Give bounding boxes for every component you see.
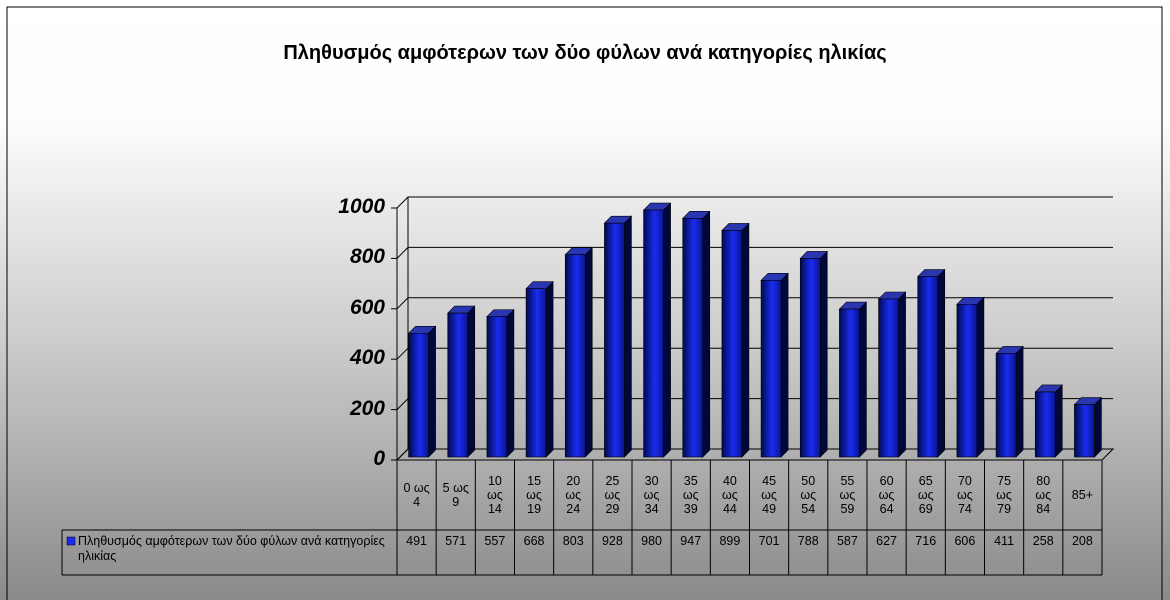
- table-value: 627: [876, 534, 897, 548]
- x-tick-label: 50 ως 54: [800, 474, 817, 516]
- chart-title: Πληθυσμός αμφότερων των δύο φύλων ανά κα…: [283, 42, 887, 64]
- bar-side: [584, 246, 593, 458]
- x-tick-label: 5 ως 9: [442, 481, 469, 509]
- bar: [1034, 391, 1056, 458]
- legend-key: [66, 536, 76, 546]
- bar: [995, 353, 1017, 458]
- bar: [956, 303, 978, 458]
- table-value: 587: [836, 534, 858, 548]
- table-value: 899: [719, 534, 741, 548]
- x-tick-label: 25 ως 29: [604, 474, 621, 516]
- x-tick-label: 45 ως 49: [761, 474, 777, 516]
- chart-border: [6, 6, 1163, 600]
- bar: [1074, 404, 1095, 458]
- x-tick-label: 60 ως 64: [878, 474, 895, 516]
- bar-side: [1094, 396, 1102, 458]
- bar-side: [624, 215, 632, 458]
- grid-line: [396, 297, 1113, 310]
- x-tick-label: 75 ως 79: [996, 474, 1012, 516]
- x-tick-label: 55 ως 59: [839, 474, 856, 516]
- bar: [878, 298, 899, 458]
- bar-side: [1054, 384, 1063, 458]
- bar-side: [859, 301, 867, 458]
- bar: [525, 288, 547, 458]
- table-value: 258: [1032, 534, 1054, 548]
- grid-line: [396, 196, 1113, 209]
- table-value: 411: [994, 534, 1015, 548]
- table-value: 947: [680, 534, 702, 548]
- bar: [917, 276, 939, 458]
- bar-side: [976, 296, 985, 458]
- bar-side: [780, 272, 789, 458]
- bar: [604, 222, 625, 458]
- x-tick-label: 15 ως 19: [526, 474, 542, 516]
- y-tick-label: 200: [349, 396, 385, 420]
- table-value: 606: [954, 534, 976, 548]
- bar: [408, 332, 429, 458]
- table-value: 571: [445, 534, 467, 548]
- table-value: 803: [562, 534, 584, 548]
- bar-side: [819, 250, 828, 458]
- grid-line: [396, 448, 1113, 461]
- y-tick-label: 400: [349, 346, 385, 370]
- bar-side: [506, 308, 515, 458]
- x-tick-label: 10 ως 14: [487, 474, 503, 516]
- grid-line: [396, 398, 1113, 410]
- bar-side: [428, 325, 436, 458]
- x-tick-label: 40 ως 44: [722, 474, 738, 516]
- bar: [839, 308, 860, 458]
- bar: [643, 209, 664, 458]
- y-tick-label: 600: [349, 295, 385, 319]
- table-value: 716: [915, 534, 937, 548]
- bar: [799, 258, 821, 458]
- x-tick-label: 20 ως 24: [565, 474, 582, 516]
- table-value: 980: [641, 534, 662, 548]
- y-tick-label: 1000: [338, 195, 385, 218]
- x-tick-label: 85+: [1071, 488, 1094, 502]
- y-tick-label: 800: [349, 245, 385, 269]
- x-tick-label: 30 ως 34: [643, 474, 660, 516]
- table-value: 491: [406, 534, 427, 548]
- bar: [486, 316, 508, 458]
- table-value: 668: [523, 534, 545, 548]
- bar: [760, 280, 782, 458]
- table-value: 788: [797, 534, 819, 548]
- grid-line: [396, 347, 1113, 360]
- legend-label: Πληθυσμός αμφότερων των δύο φύλων ανά κα…: [78, 534, 385, 563]
- bar-side: [1015, 345, 1024, 458]
- x-tick-label: 70 ως 74: [957, 474, 973, 516]
- bar-side: [467, 305, 476, 458]
- x-tick-label: 65 ως 69: [917, 474, 934, 516]
- grid-line: [396, 246, 1113, 259]
- bar-side: [545, 280, 554, 458]
- table-value: 208: [1071, 534, 1093, 548]
- table-value: 557: [484, 534, 506, 548]
- y-tick-label: 0: [373, 447, 385, 470]
- bar: [682, 218, 704, 458]
- table-value: 928: [601, 534, 623, 548]
- bar-side: [937, 268, 946, 458]
- x-tick-label: 0 ως 4: [403, 481, 430, 509]
- bar: [564, 254, 586, 458]
- bar: [447, 312, 469, 458]
- x-tick-label: 80 ως 84: [1035, 474, 1052, 516]
- bar: [721, 230, 743, 458]
- x-tick-label: 35 ως 39: [682, 474, 699, 516]
- bar-side: [702, 210, 711, 458]
- bar-side: [898, 291, 906, 458]
- bar-side: [663, 202, 671, 458]
- bar-side: [741, 222, 750, 458]
- table-value: 701: [758, 534, 780, 548]
